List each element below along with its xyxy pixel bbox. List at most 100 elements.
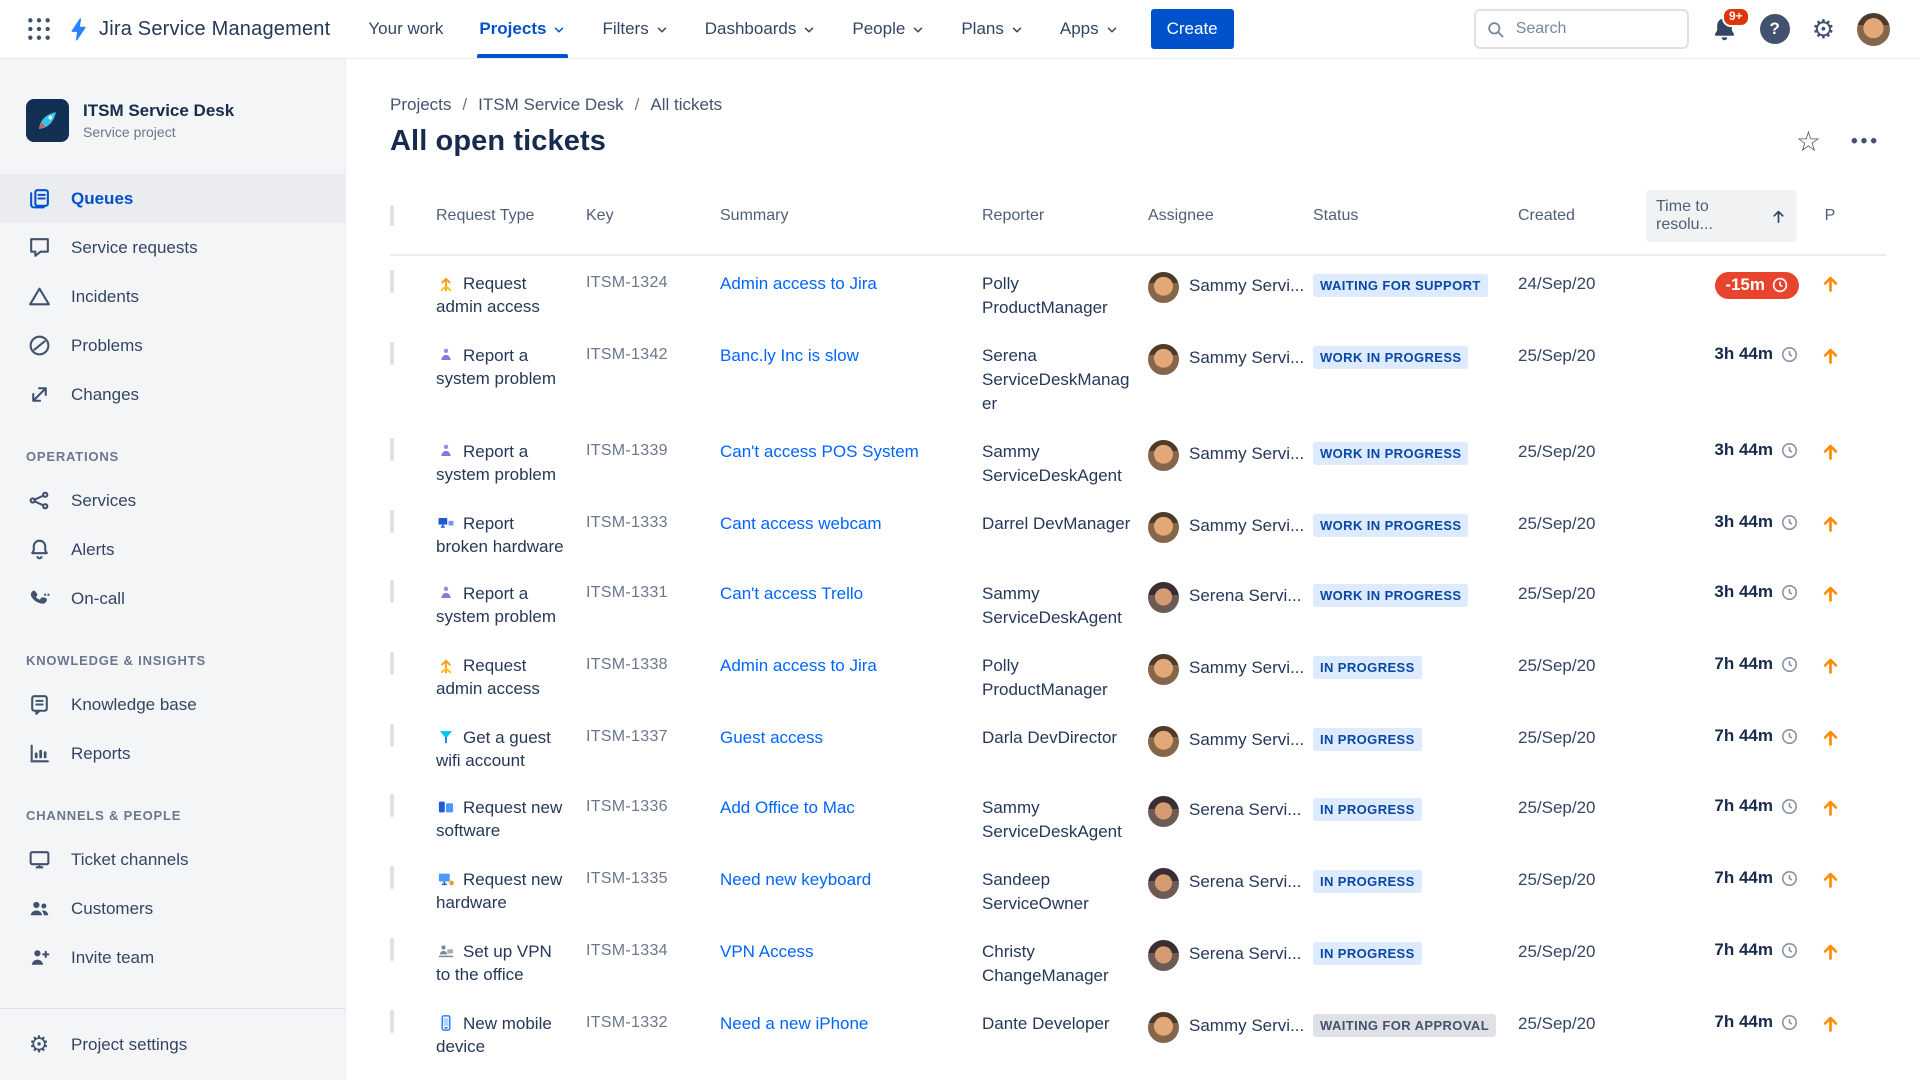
assignee-cell[interactable]: Sammy Servi... — [1148, 726, 1313, 757]
jira-logo[interactable]: Jira Service Management — [66, 17, 330, 42]
mobile-device-icon — [436, 1013, 456, 1033]
reporter: Dante Developer — [982, 1014, 1110, 1033]
created-date: 25/Sep/20 — [1518, 514, 1596, 533]
settings-gear-icon[interactable]: ⚙ — [1811, 14, 1835, 44]
breadcrumb-item-projects[interactable]: Projects — [390, 95, 452, 114]
row-checkbox[interactable] — [390, 1010, 394, 1033]
column-header-label: P — [1824, 207, 1836, 224]
top-navigation-bar: Jira Service Management Your work Project… — [0, 0, 1920, 59]
summary-link[interactable]: Add Office to Mac — [720, 798, 855, 817]
no-entry-icon — [26, 333, 52, 358]
assignee-cell[interactable]: Sammy Servi... — [1148, 344, 1313, 375]
row-checkbox[interactable] — [390, 342, 394, 365]
clock-icon — [1771, 276, 1789, 294]
row-checkbox[interactable] — [390, 938, 394, 961]
assignee-cell[interactable]: Serena Servi... — [1148, 796, 1313, 827]
sidebar-item-alerts[interactable]: Alerts — [0, 525, 345, 574]
notifications-bell-icon[interactable]: 9+ — [1711, 6, 1750, 43]
summary-link[interactable]: Need a new iPhone — [720, 1014, 869, 1033]
column-header-key[interactable]: Key — [586, 207, 720, 225]
row-checkbox[interactable] — [390, 724, 394, 747]
sidebar-item-service-requests[interactable]: Service requests — [0, 223, 345, 272]
summary-link[interactable]: Can't access POS System — [720, 442, 919, 461]
nav-item-your-work[interactable]: Your work — [368, 0, 443, 58]
global-search[interactable] — [1473, 9, 1689, 49]
star-icon[interactable]: ☆ — [1795, 125, 1822, 157]
assignee-cell[interactable]: Sammy Servi... — [1148, 440, 1313, 471]
sidebar-item-problems[interactable]: Problems — [0, 321, 345, 370]
assignee-avatar — [1148, 440, 1179, 471]
sidebar-item-knowledge-base[interactable]: Knowledge base — [0, 680, 345, 729]
sidebar-item-invite-team[interactable]: Invite team — [0, 933, 345, 982]
select-all-checkbox[interactable] — [390, 205, 394, 226]
clock-icon — [1780, 441, 1799, 460]
nav-item-dashboards[interactable]: Dashboards — [705, 0, 817, 58]
search-input[interactable] — [1513, 19, 1677, 39]
sidebar-item-customers[interactable]: Customers — [0, 884, 345, 933]
summary-link[interactable]: VPN Access — [720, 942, 814, 961]
row-checkbox[interactable] — [390, 438, 394, 461]
nav-item-plans[interactable]: Plans — [961, 0, 1024, 58]
priority-high-arrow-up-icon — [1820, 583, 1841, 604]
app-switcher-icon[interactable] — [26, 16, 52, 42]
nav-item-filters[interactable]: Filters — [602, 0, 668, 58]
assignee-cell[interactable]: Sammy Servi... — [1148, 654, 1313, 685]
column-header-status[interactable]: Status — [1313, 207, 1518, 225]
assignee-cell[interactable]: Sammy Servi... — [1148, 1012, 1313, 1043]
time-to-resolution-value: 3h 44m — [1714, 512, 1773, 531]
column-header-assignee[interactable]: Assignee — [1148, 207, 1313, 225]
summary-link[interactable]: Need new keyboard — [720, 870, 872, 889]
nav-item-people[interactable]: People — [852, 0, 925, 58]
request-type-cell: Request admin access — [436, 654, 586, 700]
nav-item-label: Filters — [602, 19, 649, 38]
assignee-cell[interactable]: Serena Servi... — [1148, 868, 1313, 899]
time-to-resolution-cell: 3h 44m — [1646, 582, 1807, 602]
section-title-knowledge-insights: KNOWLEDGE & INSIGHTS — [26, 653, 206, 668]
summary-link[interactable]: Banc.ly Inc is slow — [720, 346, 859, 365]
sidebar-item-ticket-channels[interactable]: Ticket channels — [0, 835, 345, 884]
row-checkbox[interactable] — [390, 866, 394, 889]
create-button[interactable]: Create — [1150, 9, 1234, 49]
sidebar-item-on-call[interactable]: On-call — [0, 574, 345, 623]
request-type-cell: Report broken hardware — [436, 512, 586, 558]
summary-link[interactable]: Can't access Trello — [720, 584, 864, 603]
breadcrumb-item-all-tickets[interactable]: All tickets — [650, 95, 723, 114]
sla-breached-pill: -15m — [1715, 272, 1799, 299]
time-to-resolution-value: 7h 44m — [1714, 940, 1773, 959]
sidebar-item-changes[interactable]: Changes — [0, 370, 345, 419]
sidebar-item-incidents[interactable]: Incidents — [0, 272, 345, 321]
assignee-cell[interactable]: Sammy Servi... — [1148, 272, 1313, 303]
sidebar-item-services[interactable]: Services — [0, 476, 345, 525]
sidebar-item-project-settings[interactable]: ⚙ Project settings — [0, 1008, 345, 1080]
section-title-channels-people: CHANNELS & PEOPLE — [26, 808, 182, 823]
row-checkbox[interactable] — [390, 270, 394, 293]
row-checkbox[interactable] — [390, 652, 394, 675]
summary-cell: Can't access Trello — [720, 582, 982, 606]
column-header-p[interactable]: P — [1807, 207, 1853, 225]
request-type-cell: Report a system problem — [436, 344, 586, 390]
column-header-reporter[interactable]: Reporter — [982, 207, 1148, 225]
issue-key: ITSM-1337 — [586, 728, 668, 745]
column-header-summary[interactable]: Summary — [720, 207, 982, 225]
nav-item-projects[interactable]: Projects — [477, 0, 569, 58]
summary-link[interactable]: Cant access webcam — [720, 514, 882, 533]
more-options-icon[interactable]: ••• — [1851, 130, 1880, 152]
row-checkbox[interactable] — [390, 510, 394, 533]
sidebar-item-reports[interactable]: Reports — [0, 729, 345, 778]
column-header-time-to-resolu[interactable]: Time to resolu... — [1646, 190, 1807, 242]
row-checkbox[interactable] — [390, 580, 394, 603]
summary-link[interactable]: Admin access to Jira — [720, 274, 877, 293]
summary-link[interactable]: Admin access to Jira — [720, 656, 877, 675]
assignee-cell[interactable]: Sammy Servi... — [1148, 512, 1313, 543]
nav-item-apps[interactable]: Apps — [1060, 0, 1119, 58]
help-icon[interactable]: ? — [1759, 14, 1790, 44]
column-header-created[interactable]: Created — [1518, 207, 1646, 225]
sidebar-item-queues[interactable]: Queues — [0, 174, 345, 223]
summary-link[interactable]: Guest access — [720, 728, 823, 747]
column-header-request-type[interactable]: Request Type — [436, 207, 586, 225]
assignee-cell[interactable]: Serena Servi... — [1148, 582, 1313, 613]
assignee-cell[interactable]: Serena Servi... — [1148, 940, 1313, 971]
row-checkbox[interactable] — [390, 794, 394, 817]
breadcrumb-item-itsm-service-desk[interactable]: ITSM Service Desk — [478, 95, 624, 114]
user-avatar[interactable] — [1857, 12, 1890, 46]
